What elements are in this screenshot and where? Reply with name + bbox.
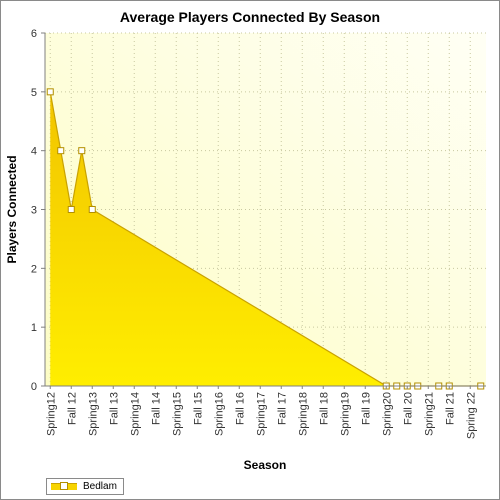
legend-swatch: [51, 482, 77, 491]
x-tick-label: Fall 20: [402, 392, 414, 425]
data-point-marker: [67, 206, 75, 213]
x-tick-label: Fall 12: [66, 392, 78, 425]
y-tick-label: 3: [31, 205, 37, 217]
x-tick-label: Spring16: [213, 392, 225, 436]
series-area-bedlam: [50, 91, 481, 386]
x-tick-label: Spring21: [423, 392, 435, 436]
x-tick-label: Spring13: [87, 392, 99, 436]
y-tick-label: 1: [31, 322, 37, 334]
x-axis-title: Season: [244, 458, 287, 472]
data-point-marker: [78, 147, 86, 155]
x-tick-label: Spring19: [339, 392, 351, 436]
x-tick-label: Spring12: [45, 392, 57, 436]
y-axis-title: Players Connected: [5, 155, 19, 263]
x-tick-label: Fall 16: [234, 392, 246, 425]
x-tick-label: Fall 13: [108, 392, 120, 425]
x-tick-label: Fall 15: [192, 392, 204, 425]
y-tick-label: 6: [31, 28, 37, 40]
x-tick-label: Fall 17: [276, 392, 288, 425]
x-tick-label: Fall 14: [150, 392, 162, 425]
legend-label-bedlam: Bedlam: [83, 481, 117, 492]
data-point-marker: [46, 88, 54, 96]
legend: Bedlam: [46, 478, 124, 495]
x-tick-label: Fall 18: [318, 392, 330, 425]
x-tick-label: Spring18: [297, 392, 309, 436]
x-tick-label: Spring 22: [465, 392, 477, 439]
chart-title: Average Players Connected By Season: [119, 9, 381, 25]
y-tick-label: 4: [31, 146, 37, 158]
x-axis-ticks: Spring12 Fall 12 Spring13 Fall 13 Spring14 Fa…: [45, 386, 477, 439]
y-tick-label: 0: [31, 381, 37, 393]
y-axis-ticks: 0 1 2 3 4 5 6: [31, 28, 45, 393]
data-point-marker: [88, 206, 96, 213]
x-tick-label: Spring14: [129, 392, 141, 436]
x-tick-label: Spring15: [171, 392, 183, 436]
x-tick-label: Spring17: [255, 392, 267, 436]
x-tick-label: Fall 21: [444, 392, 456, 425]
x-tick-label: Spring20: [381, 392, 393, 436]
y-tick-label: 5: [31, 87, 37, 99]
data-point-marker: [57, 147, 65, 155]
legend-swatch-marker: [60, 482, 68, 490]
y-tick-label: 2: [31, 263, 37, 275]
x-tick-label: Fall 19: [360, 392, 372, 425]
